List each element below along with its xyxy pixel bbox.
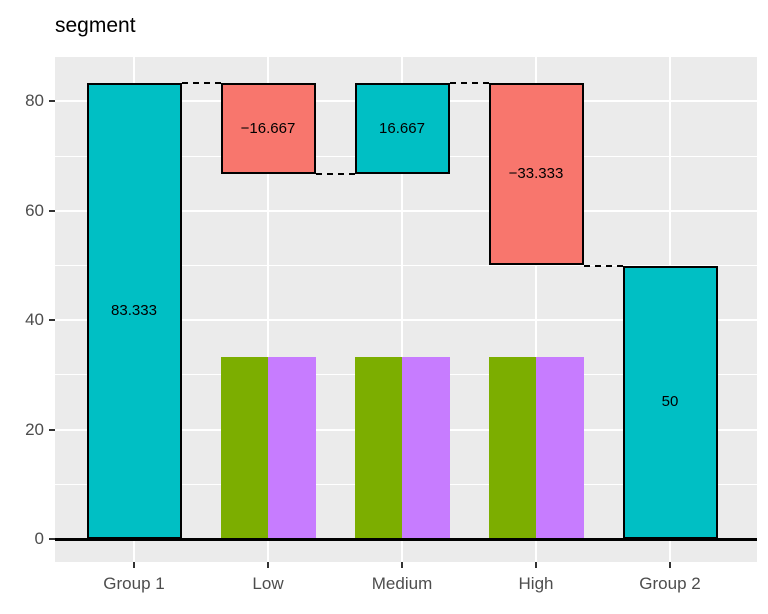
x-axis-tick <box>669 562 671 568</box>
waterfall-bar <box>86 83 182 539</box>
x-axis-tick-label: High <box>518 574 554 593</box>
background-bar-purple <box>536 356 584 539</box>
gridline-minor-h <box>55 265 757 266</box>
x-axis-tick <box>267 562 269 568</box>
waterfall-bar <box>354 83 450 175</box>
background-bar-purple <box>402 356 450 539</box>
x-axis-tick <box>401 562 403 568</box>
y-axis-tick-label: 80 <box>25 91 44 111</box>
y-axis-tick-label: 0 <box>34 529 44 548</box>
x-axis-tick-label: Group 2 <box>639 574 701 593</box>
gridline-major-v <box>401 57 403 562</box>
y-axis-tick-label: 20 <box>25 419 44 439</box>
x-axis-tick-label: Group 1 <box>103 574 165 593</box>
bar-value-label: 16.667 <box>379 119 425 137</box>
chart-title: segment <box>55 14 136 37</box>
connector-line <box>181 82 221 85</box>
background-bar-green <box>220 356 268 539</box>
connector-line <box>315 173 355 176</box>
gridline-major-v <box>267 57 269 562</box>
bar-value-label: −33.333 <box>508 165 564 183</box>
background-bar-green <box>354 356 402 539</box>
waterfall-bar <box>220 83 316 175</box>
gridline-major-h <box>55 319 757 322</box>
gridline-major-v <box>535 57 537 562</box>
bar-value-label: −16.667 <box>240 119 296 137</box>
bar-value-label: 83.333 <box>111 302 157 320</box>
bar-value-label: 50 <box>661 393 679 411</box>
waterfall-bar <box>622 265 718 539</box>
background-bar-purple <box>268 356 316 539</box>
gridline-major-h <box>55 209 757 212</box>
y-axis-tick-label: 60 <box>25 200 44 220</box>
x-axis-tick-label: Low <box>252 574 284 593</box>
y-axis-tick-label: 40 <box>25 310 44 330</box>
connector-line <box>449 82 489 85</box>
connector-line <box>583 264 623 267</box>
background-bar-green <box>488 356 536 539</box>
zero-axis-line <box>55 537 757 541</box>
x-axis-tick <box>535 562 537 568</box>
x-axis-tick-label: Medium <box>371 574 433 593</box>
x-axis-tick <box>133 562 135 568</box>
waterfall-bar <box>488 83 584 266</box>
plot-panel: 83.333 −16.667 16.667 −33.333 50 <box>55 57 757 562</box>
